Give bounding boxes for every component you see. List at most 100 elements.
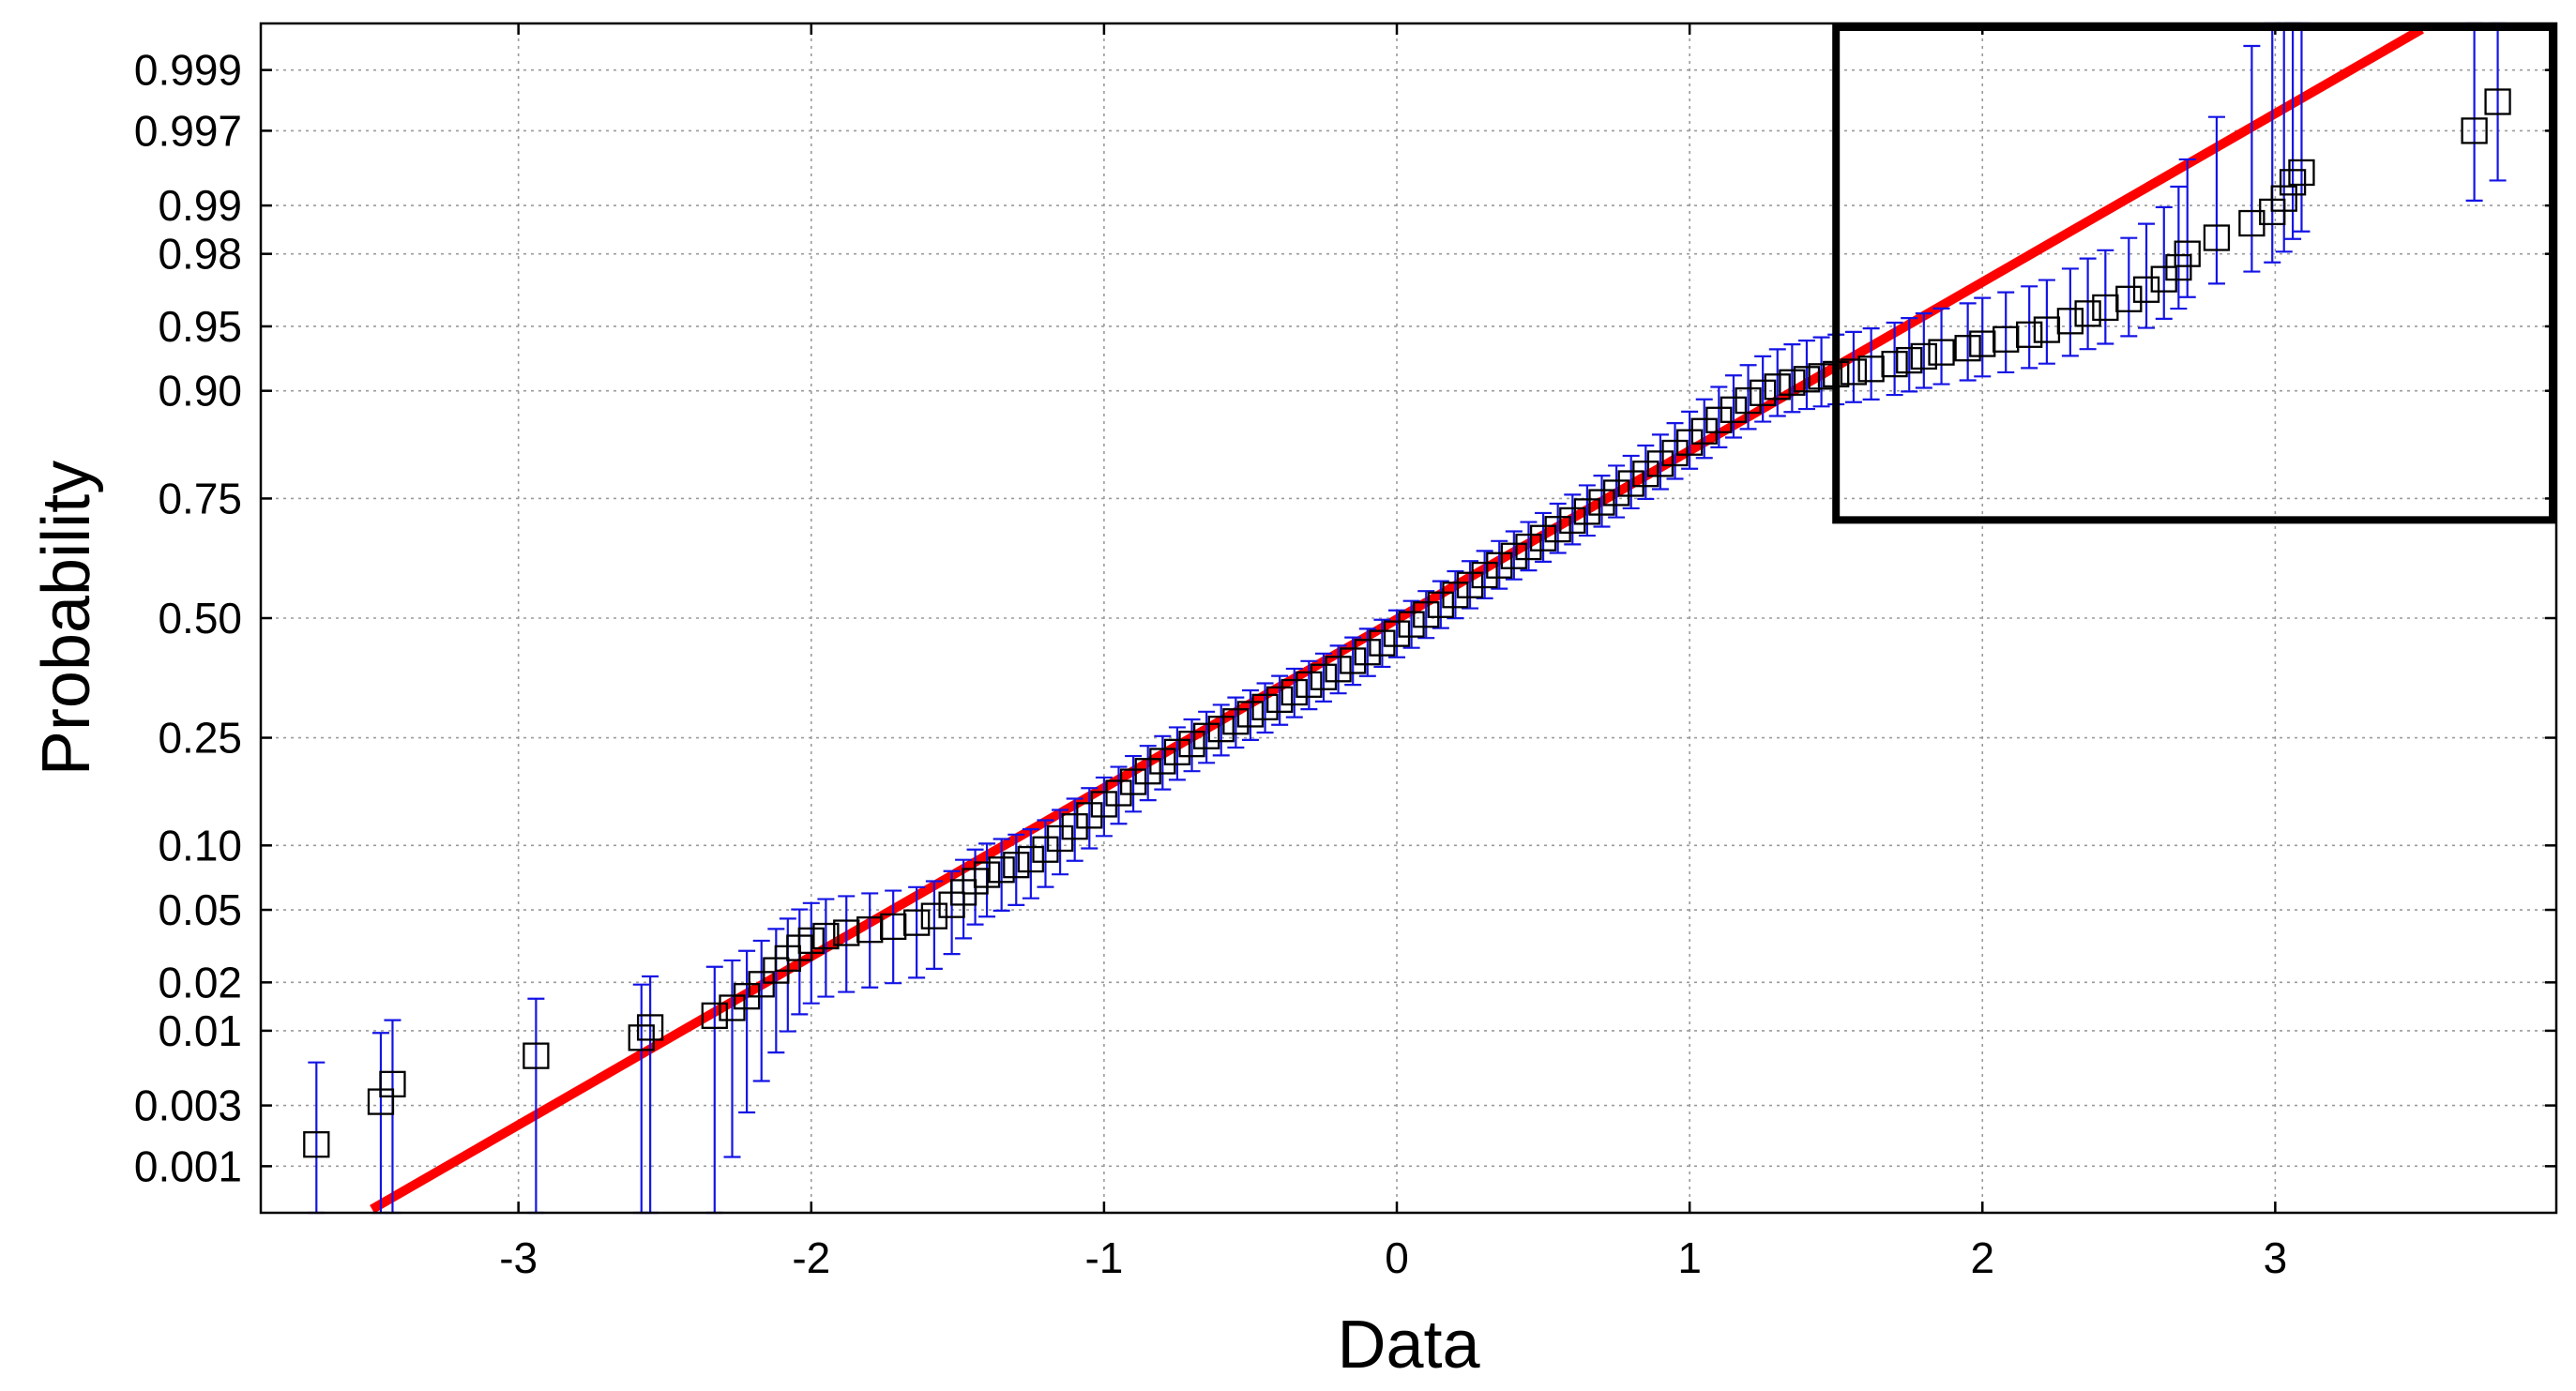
data-point [748, 971, 775, 998]
data-point [1471, 561, 1498, 589]
data-point [2132, 276, 2160, 303]
data-point [1544, 516, 1571, 543]
data-point [1003, 852, 1030, 879]
data-point [523, 1042, 550, 1069]
data-point [2056, 308, 2084, 335]
data-point [1881, 350, 1908, 378]
y-tick-label: 0.50 [158, 594, 242, 643]
data-point [1779, 369, 1806, 396]
data-point [1149, 748, 1176, 775]
data-point [1383, 620, 1411, 647]
plot-frame [259, 22, 2558, 1215]
data-point [973, 861, 1001, 888]
data-point [1061, 813, 1088, 840]
axis-ticks: -3 -2 -1 0 1 2 3 0.001 0.003 0.010.02 0.05 0.10 0.25… [134, 23, 2556, 1282]
data-point [1750, 379, 1777, 406]
data-point [2016, 321, 2043, 348]
data-point [1134, 758, 1161, 785]
data-point [1735, 386, 1762, 415]
y-tick-label: 0.02 [158, 958, 242, 1006]
data-point [628, 1024, 655, 1051]
data-point [2074, 300, 2101, 327]
data-point [1617, 470, 1644, 497]
data-point [1017, 845, 1045, 873]
data-point [701, 1002, 728, 1029]
data-point [1632, 461, 1659, 488]
x-tick-label: -2 [792, 1233, 830, 1282]
data-points [303, 88, 2511, 1158]
grid-lines [261, 23, 2556, 1213]
data-point [1280, 678, 1308, 706]
highlight-box [1832, 23, 2556, 524]
data-point [902, 909, 931, 936]
data-point [1251, 693, 1279, 720]
data-point [1529, 524, 1557, 552]
y-tick-label: 0.05 [158, 885, 242, 934]
data-point [2115, 285, 2143, 312]
data-point [797, 927, 825, 955]
data-point [1325, 656, 1352, 683]
x-tick-label: 2 [1970, 1233, 1994, 1282]
data-point [1705, 406, 1733, 433]
y-tick-label: 0.997 [134, 106, 242, 155]
data-point [2279, 169, 2307, 196]
data-point [1222, 708, 1250, 735]
data-point [303, 1131, 330, 1158]
data-point [1573, 498, 1601, 525]
data-point [1500, 542, 1528, 569]
data-point [1793, 366, 1821, 393]
data-point [2288, 159, 2315, 187]
data-point [1602, 479, 1630, 507]
y-tick-label: 0.001 [134, 1142, 242, 1190]
data-point [1398, 611, 1425, 638]
data-point [1266, 686, 1294, 714]
y-tick-label: 0.90 [158, 367, 242, 416]
data-point [1340, 647, 1367, 674]
y-axis-title: Probability [29, 461, 104, 776]
data-point [1310, 663, 1338, 690]
y-tick-label: 0.95 [158, 302, 242, 351]
data-point [1032, 836, 1059, 863]
x-tick-label: 3 [2264, 1233, 2288, 1282]
data-point [1661, 439, 1689, 467]
x-tick-label: -3 [499, 1233, 538, 1282]
data-point [1296, 671, 1323, 698]
data-point [2270, 185, 2297, 212]
data-point [812, 922, 840, 950]
data-point [1588, 489, 1615, 516]
data-point [1515, 533, 1542, 561]
data-point [1236, 701, 1265, 728]
x-tick-label: -1 [1084, 1233, 1123, 1282]
data-point [1840, 358, 1868, 386]
data-point [2484, 88, 2511, 115]
data-point [379, 1070, 406, 1098]
data-point [1354, 639, 1381, 666]
data-point [1192, 722, 1220, 749]
data-point [1442, 582, 1469, 609]
data-point [2203, 224, 2231, 251]
data-point [1896, 346, 1923, 374]
y-tick-label: 0.999 [134, 46, 242, 95]
data-point [2174, 240, 2201, 267]
data-point [2165, 253, 2192, 281]
data-point [1764, 373, 1791, 401]
y-tick-label: 0.99 [158, 181, 242, 230]
data-point [1646, 450, 1674, 477]
data-point [1486, 552, 1513, 579]
data-point [1427, 591, 1454, 618]
data-point [1559, 507, 1586, 535]
x-tick-label: 0 [1385, 1233, 1409, 1282]
data-point [1163, 738, 1191, 765]
data-point [1413, 601, 1440, 628]
data-point [636, 1014, 664, 1041]
data-point [1456, 571, 1484, 598]
data-point [1954, 335, 1981, 362]
data-point [1369, 629, 1396, 657]
y-tick-label: 0.98 [158, 230, 242, 279]
y-tick-label: 0.75 [158, 474, 242, 522]
y-tick-label: 0.25 [158, 714, 242, 763]
data-point [1119, 768, 1147, 795]
data-point [2461, 117, 2488, 144]
data-point [1207, 716, 1235, 743]
